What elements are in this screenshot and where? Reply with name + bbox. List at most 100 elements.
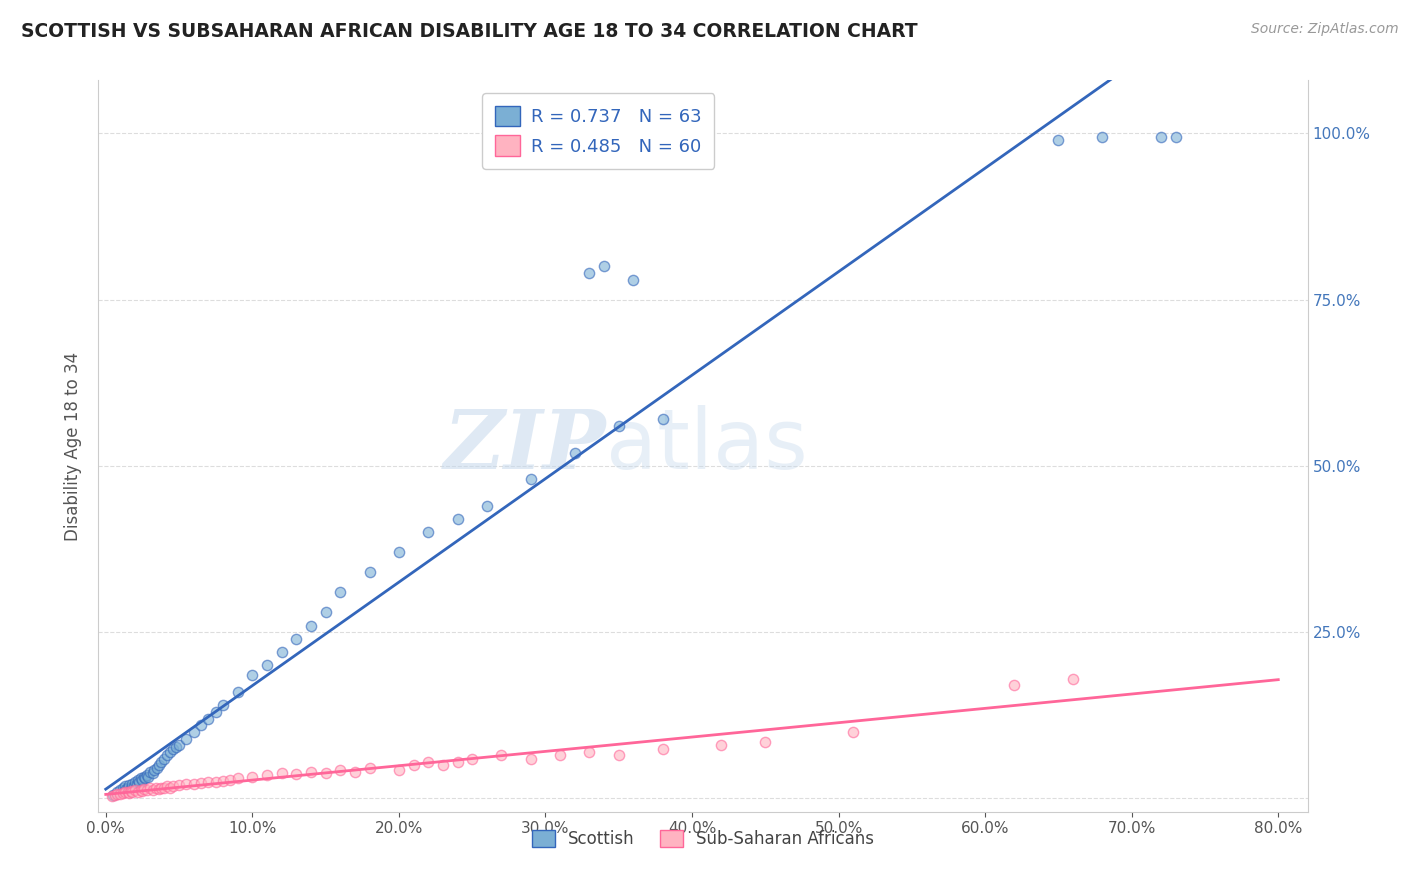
Point — [101, 788, 124, 802]
Point — [176, 777, 198, 791]
Point — [520, 472, 543, 486]
Point — [270, 645, 292, 659]
Point — [329, 764, 352, 778]
Point — [197, 712, 219, 726]
Point — [388, 764, 411, 778]
Point — [593, 260, 616, 274]
Legend: Scottish, Sub-Saharan Africans: Scottish, Sub-Saharan Africans — [524, 823, 882, 855]
Point — [131, 772, 153, 787]
Point — [135, 782, 157, 797]
Point — [1062, 672, 1084, 686]
Point — [121, 777, 143, 791]
Point — [315, 766, 337, 780]
Point — [226, 772, 249, 786]
Point — [491, 748, 513, 763]
Point — [153, 751, 176, 765]
Point — [124, 783, 146, 797]
Point — [132, 770, 155, 784]
Point — [710, 738, 733, 752]
Point — [103, 788, 125, 802]
Point — [159, 745, 181, 759]
Point — [446, 755, 468, 769]
Point — [359, 762, 381, 776]
Point — [159, 780, 181, 795]
Point — [621, 273, 644, 287]
Point — [461, 751, 484, 765]
Point — [134, 772, 156, 786]
Point — [240, 668, 263, 682]
Point — [132, 782, 155, 797]
Point — [150, 780, 173, 795]
Point — [107, 788, 129, 802]
Point — [285, 632, 308, 646]
Point — [578, 266, 600, 280]
Point — [127, 785, 149, 799]
Point — [138, 764, 160, 779]
Point — [1150, 129, 1173, 144]
Point — [150, 755, 173, 769]
Point — [127, 772, 149, 787]
Point — [226, 685, 249, 699]
Y-axis label: Disability Age 18 to 34: Disability Age 18 to 34 — [63, 351, 82, 541]
Point — [142, 766, 165, 780]
Point — [197, 774, 219, 789]
Point — [299, 764, 322, 779]
Text: atlas: atlas — [606, 406, 808, 486]
Point — [651, 741, 673, 756]
Point — [388, 545, 411, 559]
Point — [128, 774, 150, 789]
Point — [112, 786, 135, 800]
Point — [110, 783, 132, 797]
Point — [190, 776, 212, 790]
Text: Source: ZipAtlas.com: Source: ZipAtlas.com — [1251, 22, 1399, 37]
Point — [165, 739, 187, 754]
Point — [107, 785, 129, 799]
Point — [204, 775, 226, 789]
Point — [564, 445, 586, 459]
Point — [1004, 678, 1026, 692]
Point — [651, 412, 673, 426]
Point — [129, 782, 152, 797]
Point — [167, 778, 190, 792]
Point — [136, 770, 159, 784]
Point — [329, 585, 352, 599]
Point — [156, 748, 179, 763]
Point — [120, 784, 142, 798]
Point — [125, 777, 148, 791]
Point — [315, 605, 337, 619]
Point — [256, 658, 278, 673]
Point — [117, 785, 139, 799]
Point — [156, 780, 179, 794]
Point — [359, 566, 381, 580]
Point — [148, 782, 170, 797]
Point — [402, 758, 425, 772]
Point — [122, 780, 145, 794]
Point — [1091, 129, 1114, 144]
Point — [183, 777, 205, 791]
Point — [219, 772, 242, 787]
Point — [148, 758, 170, 772]
Point — [121, 785, 143, 799]
Text: ZIP: ZIP — [444, 406, 606, 486]
Point — [418, 525, 440, 540]
Point — [120, 781, 142, 796]
Point — [131, 784, 153, 798]
Point — [446, 512, 468, 526]
Point — [256, 768, 278, 782]
Point — [1164, 129, 1187, 144]
Point — [124, 774, 146, 789]
Point — [162, 741, 184, 756]
Point — [475, 499, 498, 513]
Point — [607, 748, 630, 763]
Point — [138, 781, 160, 796]
Point — [418, 755, 440, 769]
Point — [114, 785, 136, 799]
Point — [343, 764, 366, 779]
Point — [432, 758, 454, 772]
Point — [299, 618, 322, 632]
Point — [240, 770, 263, 784]
Point — [100, 789, 122, 804]
Point — [520, 751, 543, 765]
Point — [1047, 133, 1070, 147]
Point — [754, 735, 776, 749]
